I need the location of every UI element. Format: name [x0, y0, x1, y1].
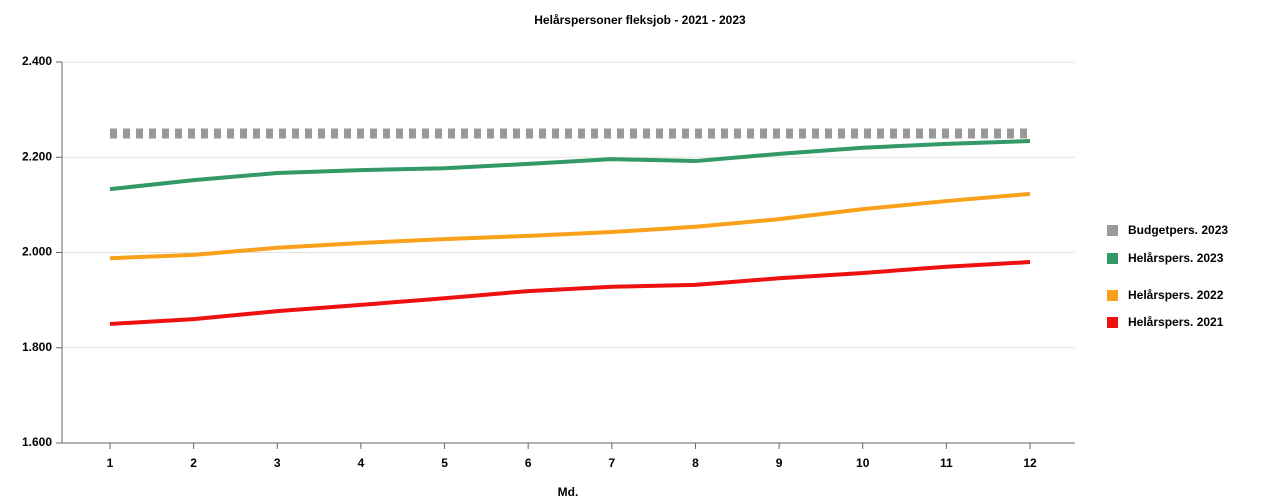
legend-swatch — [1107, 317, 1118, 328]
y-tick-label: 1.800 — [22, 340, 52, 354]
legend-swatch — [1107, 290, 1118, 301]
x-tick-label: 2 — [190, 456, 197, 470]
x-tick-label: 12 — [1023, 456, 1037, 470]
y-tick-label: 2.400 — [22, 54, 52, 68]
legend-label: Helårspers. 2022 — [1128, 288, 1224, 302]
legend-label: Helårspers. 2021 — [1128, 315, 1224, 329]
x-tick-label: 5 — [441, 456, 448, 470]
x-tick-label: 4 — [358, 456, 365, 470]
x-tick-label: 10 — [856, 456, 870, 470]
y-tick-label: 1.600 — [22, 435, 52, 449]
y-tick-label: 2.000 — [22, 245, 52, 259]
legend-label: Helårspers. 2023 — [1128, 251, 1224, 265]
legend-swatch — [1107, 225, 1118, 236]
x-tick-label: 3 — [274, 456, 281, 470]
x-tick-label: 6 — [525, 456, 532, 470]
x-tick-label: 9 — [776, 456, 783, 470]
series-line — [109, 139, 1031, 192]
x-tick-label: 11 — [940, 456, 953, 470]
chart-title: Helårspersoner fleksjob - 2021 - 2023 — [534, 13, 746, 27]
y-tick-label: 2.200 — [22, 149, 52, 163]
x-axis-label: Md. — [558, 485, 579, 499]
legend-label: Budgetpers. 2023 — [1128, 223, 1228, 237]
x-tick-label: 8 — [692, 456, 699, 470]
legend-swatch — [1107, 253, 1118, 264]
series-line — [109, 191, 1031, 261]
x-tick-label: 1 — [107, 456, 114, 470]
x-tick-label: 7 — [608, 456, 615, 470]
series-line — [109, 260, 1031, 326]
